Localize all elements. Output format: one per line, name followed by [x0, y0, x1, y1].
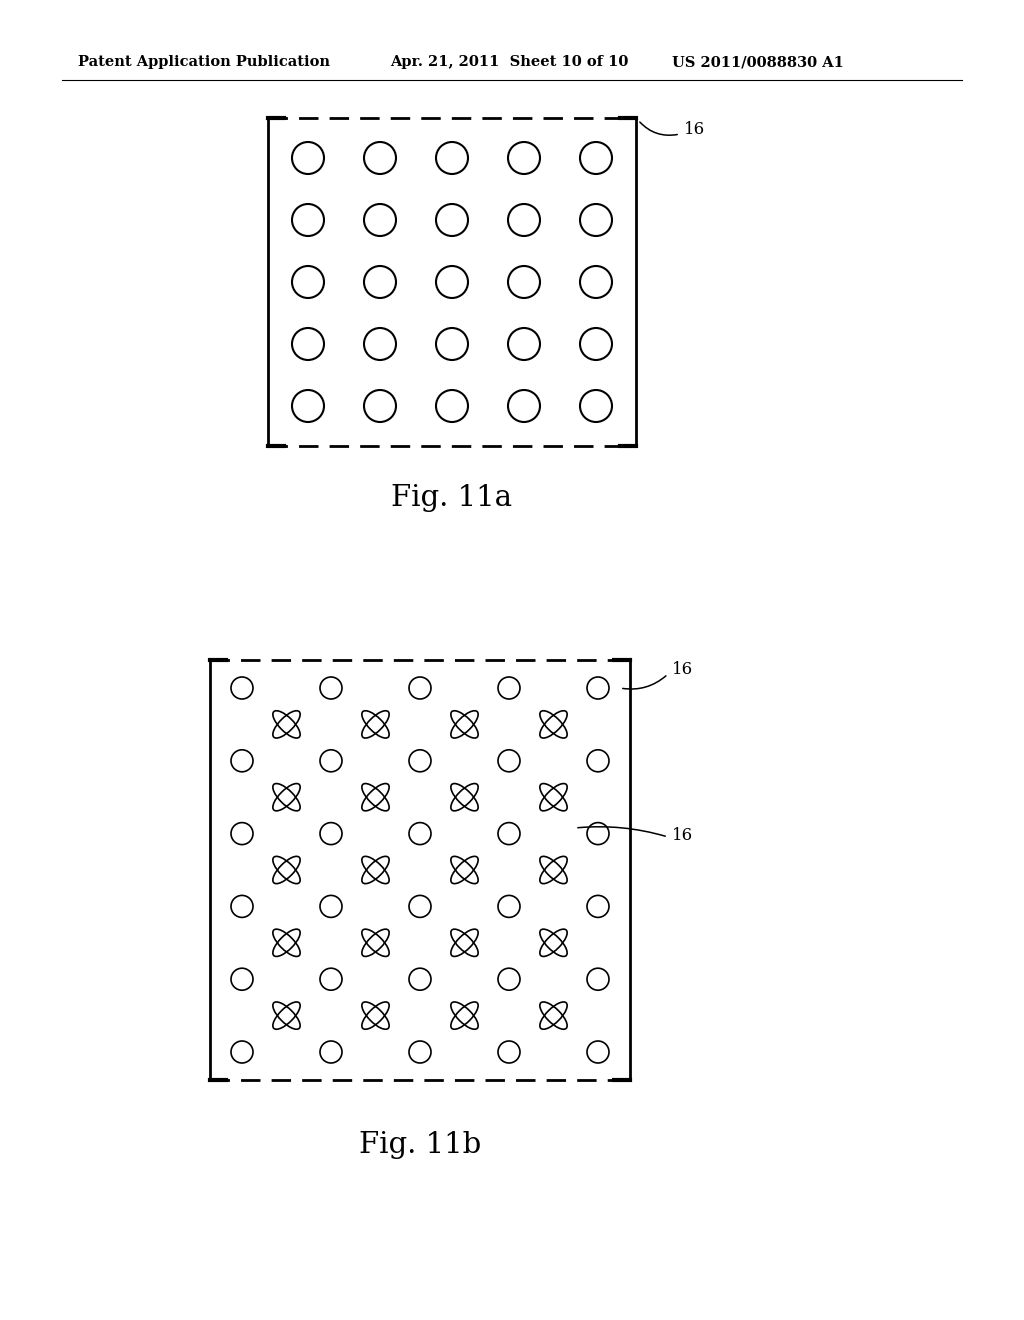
Text: 16: 16: [684, 121, 706, 139]
Text: 16: 16: [672, 826, 693, 843]
Text: Patent Application Publication: Patent Application Publication: [78, 55, 330, 69]
Text: Apr. 21, 2011  Sheet 10 of 10: Apr. 21, 2011 Sheet 10 of 10: [390, 55, 629, 69]
Text: 16: 16: [672, 661, 693, 678]
Text: Fig. 11b: Fig. 11b: [358, 1131, 481, 1159]
Text: US 2011/0088830 A1: US 2011/0088830 A1: [672, 55, 844, 69]
Text: Fig. 11a: Fig. 11a: [391, 484, 513, 512]
